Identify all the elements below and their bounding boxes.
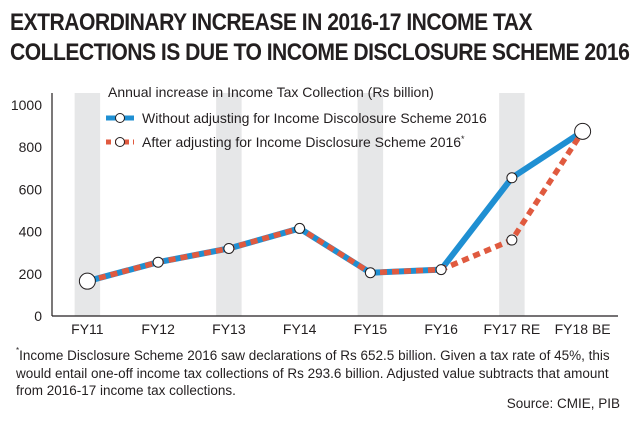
footnote-text: Income Disclosure Scheme 2016 saw declar… xyxy=(16,348,610,398)
legend-asterisk: * xyxy=(461,134,465,144)
data-point-series-1 xyxy=(506,172,518,184)
x-tick-label: FY11 xyxy=(71,321,104,337)
title-line-2: COLLECTIONS IS DUE TO INCOME DISCLOSURE … xyxy=(10,39,630,66)
x-tick-label: FY18 BE xyxy=(555,321,611,337)
x-tick-label: FY14 xyxy=(283,321,317,337)
data-point-series-1 xyxy=(364,267,376,279)
legend-label-series-2: After adjusting for Income Disclosure Sc… xyxy=(142,134,465,150)
chart-title: EXTRAORDINARY INCREASE IN 2016-17 INCOME… xyxy=(10,8,630,68)
legend: Without adjusting for Income Discolosure… xyxy=(106,110,487,150)
footnote-marker: * xyxy=(16,346,20,355)
column-band xyxy=(216,93,242,316)
y-tick-label: 600 xyxy=(19,181,43,197)
data-point-series-1 xyxy=(294,222,306,234)
chart-subtitle: Annual increase in Income Tax Collection… xyxy=(108,84,434,100)
data-point-series-2 xyxy=(506,234,518,246)
data-point-series-1 xyxy=(574,122,592,140)
source-credit: Source: CMIE, PIB xyxy=(506,396,620,411)
data-point-series-1 xyxy=(435,264,447,276)
legend-marker-series-2 xyxy=(115,137,125,147)
x-tick-label: FY16 xyxy=(424,321,458,337)
y-tick-label: 1000 xyxy=(11,97,42,113)
data-point-series-1 xyxy=(78,272,96,290)
series-line-after-adjusting xyxy=(86,129,585,284)
legend-label-series-1: Without adjusting for Income Discolosure… xyxy=(142,110,487,126)
data-point-series-1 xyxy=(152,256,164,268)
y-tick-label: 0 xyxy=(34,308,42,324)
y-tick-label: 200 xyxy=(19,266,43,282)
x-tick-labels: FY11 FY12 FY13 FY14 FY15 FY16 FY17 RE FY18 BE xyxy=(71,321,610,337)
data-point-series-1 xyxy=(223,242,235,254)
x-tick-label: FY17 RE xyxy=(483,321,540,337)
title-line-1: EXTRAORDINARY INCREASE IN 2016-17 INCOME… xyxy=(10,9,533,36)
footnote: *Income Disclosure Scheme 2016 saw decla… xyxy=(16,347,622,400)
x-tick-label: FY13 xyxy=(212,321,246,337)
background-bands xyxy=(74,93,525,316)
column-band xyxy=(499,93,525,316)
series-lines xyxy=(84,128,586,285)
x-tick-label: FY12 xyxy=(141,321,175,337)
series-points xyxy=(78,122,592,290)
x-tick-label: FY15 xyxy=(354,321,388,337)
legend-marker-series-1 xyxy=(115,113,125,123)
y-tick-label: 400 xyxy=(19,224,43,240)
column-band xyxy=(357,93,384,316)
y-tick-label: 800 xyxy=(19,139,43,155)
y-tick-labels: 0 200 400 600 800 1000 xyxy=(11,97,42,324)
